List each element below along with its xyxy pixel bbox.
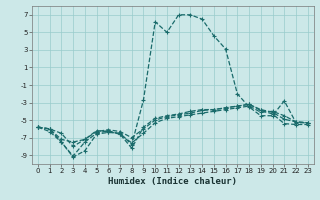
X-axis label: Humidex (Indice chaleur): Humidex (Indice chaleur) (108, 177, 237, 186)
